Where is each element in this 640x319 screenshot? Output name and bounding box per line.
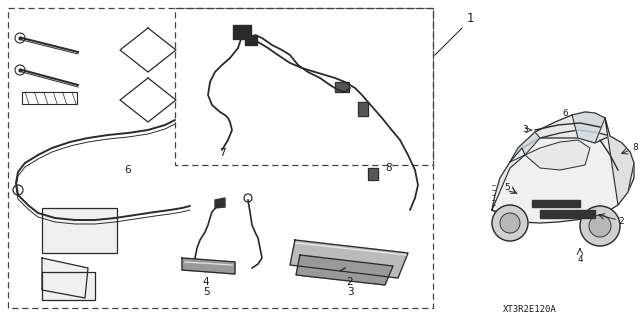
Text: 2: 2: [347, 277, 353, 287]
Polygon shape: [215, 198, 225, 208]
Circle shape: [580, 206, 620, 246]
Text: 4: 4: [577, 255, 583, 264]
Text: 8: 8: [632, 144, 637, 152]
Circle shape: [492, 205, 528, 241]
Bar: [8, 8, 433, 308]
Bar: [335, 82, 349, 92]
Polygon shape: [296, 255, 393, 285]
Circle shape: [500, 213, 520, 233]
Polygon shape: [42, 258, 88, 298]
Polygon shape: [510, 132, 540, 162]
Polygon shape: [605, 118, 634, 205]
Polygon shape: [492, 148, 525, 210]
Bar: [233, 25, 251, 39]
Bar: [335, 82, 349, 92]
Text: 2: 2: [618, 218, 623, 226]
Bar: [245, 35, 257, 45]
Text: 5: 5: [504, 183, 510, 192]
Bar: [540, 210, 595, 218]
Text: 4: 4: [203, 277, 209, 287]
Text: XT3R2E120A: XT3R2E120A: [503, 306, 557, 315]
Bar: [22, 92, 77, 104]
Text: 5: 5: [203, 287, 209, 297]
Bar: [532, 200, 580, 207]
Polygon shape: [42, 272, 95, 300]
Bar: [175, 8, 433, 165]
Text: 3: 3: [522, 125, 528, 135]
Polygon shape: [510, 112, 610, 162]
Bar: [42, 208, 117, 253]
Polygon shape: [525, 140, 590, 170]
Text: 6: 6: [562, 109, 568, 118]
Bar: [358, 102, 368, 116]
Bar: [368, 168, 378, 180]
Text: 8: 8: [385, 163, 392, 173]
Text: 1: 1: [467, 12, 474, 25]
Text: 7: 7: [219, 148, 225, 158]
Text: 3: 3: [347, 287, 353, 297]
Circle shape: [589, 215, 611, 237]
Bar: [368, 168, 378, 180]
Polygon shape: [492, 130, 634, 223]
Polygon shape: [182, 258, 235, 274]
Polygon shape: [290, 240, 408, 278]
Text: 6: 6: [125, 165, 131, 175]
Polygon shape: [572, 112, 605, 143]
Bar: [358, 102, 368, 116]
